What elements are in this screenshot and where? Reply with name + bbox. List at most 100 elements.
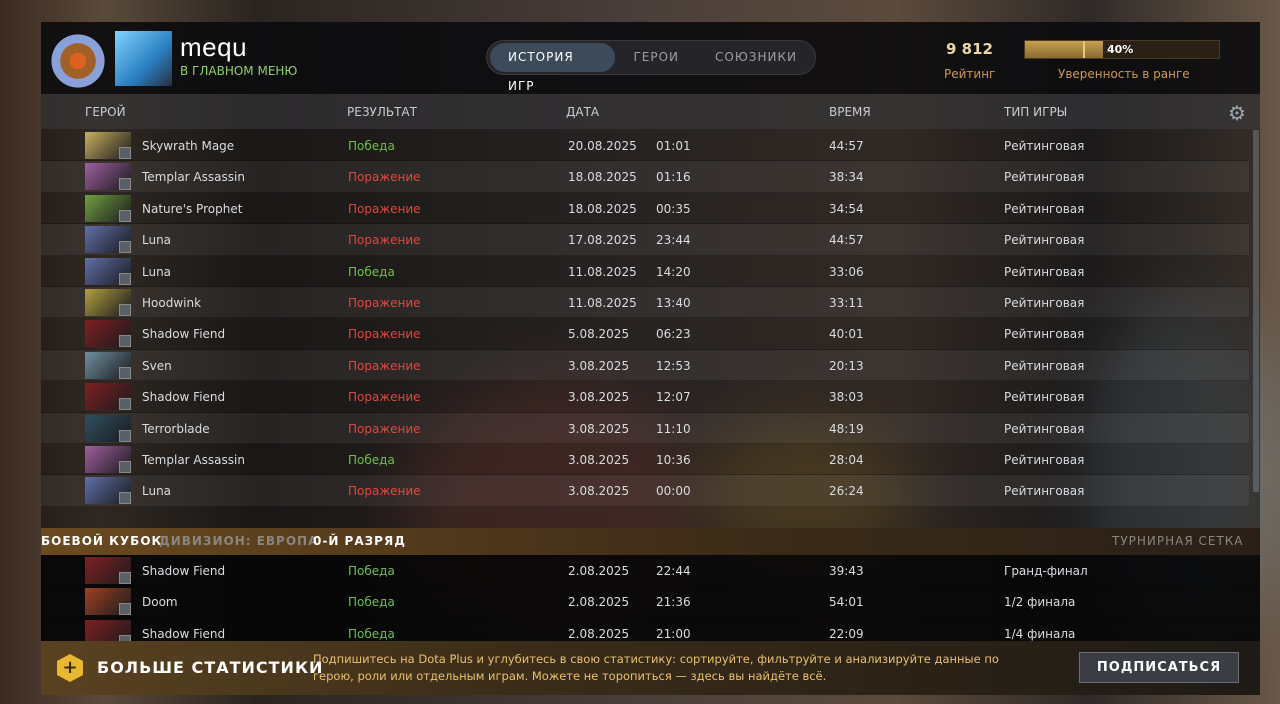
hero-name: Luna [142,233,172,248]
match-row[interactable]: Shadow Fiend Поражение 3.08.2025 12:07 3… [41,381,1249,413]
match-duration: 33:11 [829,295,864,310]
col-result[interactable]: РЕЗУЛЬТАТ [347,105,417,119]
game-type: Рейтинговая [1004,484,1085,499]
hero-portrait-icon [85,557,131,584]
hero-name: Luna [142,484,172,499]
role-badge-icon [119,429,131,442]
match-date: 3.08.2025 [568,484,630,499]
match-result: Поражение [348,484,421,499]
match-duration: 44:57 [829,139,864,153]
hero-name: Sven [142,358,172,373]
game-type: Рейтинговая [1004,358,1085,373]
subscribe-button[interactable]: ПОДПИСАТЬСЯ [1079,652,1239,683]
match-duration: 28:04 [829,452,864,467]
game-type: Рейтинговая [1004,264,1085,279]
match-duration: 38:03 [829,390,864,405]
match-result: Поражение [348,390,421,405]
role-badge-icon [119,492,131,505]
match-row[interactable]: Shadow Fiend Победа 2.08.2025 21:00 22:0… [41,618,1260,641]
bracket-link[interactable]: ТУРНИРНАЯ СЕТКА [1112,534,1244,548]
hero-portrait-icon [85,619,131,641]
match-date: 20.08.2025 [568,139,637,153]
role-badge-icon [119,241,131,254]
rank-medal-icon [49,28,107,88]
hero-portrait-icon [85,163,131,191]
match-date: 2.08.2025 [568,564,630,578]
hero-name: Skywrath Mage [142,139,235,153]
match-date: 5.08.2025 [568,327,630,342]
role-badge-icon [119,147,131,159]
match-time: 12:53 [656,358,691,373]
match-duration: 44:57 [829,233,864,248]
player-name: mequ [180,32,248,62]
tab-heroes[interactable]: ГЕРОИ [633,50,680,64]
hero-portrait-icon [85,588,131,616]
dota-plus-icon: + [57,654,83,682]
match-time: 22:44 [656,564,691,578]
match-row[interactable]: Hoodwink Поражение 11.08.2025 13:40 33:1… [41,286,1249,319]
cup-division: ДИВИЗИОН: ЕВРОПА [159,534,319,548]
match-row[interactable]: Sven Поражение 3.08.2025 12:53 20:13 Рей… [41,349,1249,382]
tab-allies[interactable]: СОЮЗНИКИ [715,50,797,64]
role-badge-icon [119,634,131,641]
match-row[interactable]: Doom Победа 2.08.2025 21:36 54:01 1/2 фи… [41,586,1260,618]
match-result: Победа [348,452,395,467]
match-date: 2.08.2025 [568,626,630,641]
hero-name: Shadow Fiend [142,564,226,578]
hero-portrait-icon [85,445,131,473]
hero-name: Shadow Fiend [142,327,226,342]
match-date: 3.08.2025 [568,421,630,436]
role-badge-icon [119,603,131,616]
game-type: Рейтинговая [1004,201,1085,216]
gear-icon[interactable]: ⚙ [1228,101,1246,125]
game-type: Рейтинговая [1004,139,1085,153]
game-type: Рейтинговая [1004,327,1085,342]
role-badge-icon [119,272,131,285]
match-row[interactable]: Templar Assassin Поражение 18.08.2025 01… [41,161,1249,193]
match-result: Поражение [348,233,421,248]
match-row[interactable]: Shadow Fiend Поражение 5.08.2025 06:23 4… [41,318,1249,350]
col-hero[interactable]: ГЕРОЙ [85,105,126,119]
game-type: Рейтинговая [1004,170,1085,185]
battle-cup-header: БОЕВОЙ КУБОК ДИВИЗИОН: ЕВРОПА 0-Й РАЗРЯД… [41,528,1260,555]
match-duration: 34:54 [829,201,864,216]
hero-portrait-icon [85,477,131,505]
cup-tier: 0-Й РАЗРЯД [313,534,406,548]
match-date: 17.08.2025 [568,233,637,248]
avatar[interactable] [115,31,172,86]
match-duration: 22:09 [829,626,864,641]
role-badge-icon [119,366,131,379]
col-date[interactable]: ДАТА [566,105,600,119]
col-duration[interactable]: ВРЕМЯ [829,105,871,119]
match-duration: 38:34 [829,170,864,185]
hero-name: Templar Assassin [142,452,245,467]
tab-match-history[interactable]: ИСТОРИЯ ИГР [490,43,616,93]
match-row[interactable]: Templar Assassin Победа 3.08.2025 10:36 … [41,444,1249,476]
match-row[interactable]: Luna Поражение 17.08.2025 23:44 44:57 Ре… [41,224,1249,256]
match-time: 12:07 [656,390,691,405]
col-type[interactable]: ТИП ИГРЫ [1004,105,1068,119]
match-row[interactable]: Shadow Fiend Победа 2.08.2025 22:44 39:4… [41,555,1260,587]
match-row[interactable]: Nature's Prophet Поражение 18.08.2025 00… [41,193,1249,225]
match-duration: 48:19 [829,421,864,436]
match-time: 01:01 [656,139,691,153]
cup-match-list: Shadow Fiend Победа 2.08.2025 22:44 39:4… [41,555,1260,641]
match-result: Поражение [348,421,421,436]
match-row[interactable]: Skywrath Mage Победа 20.08.2025 01:01 44… [41,130,1249,162]
match-date: 11.08.2025 [568,295,637,310]
game-type: 1/2 финала [1004,595,1076,610]
match-row[interactable]: Terrorblade Поражение 3.08.2025 11:10 48… [41,412,1249,444]
confidence-label: Уверенность в ранге [1058,67,1190,81]
match-result: Поражение [348,201,421,216]
role-badge-icon [119,178,131,191]
match-result: Победа [348,626,395,641]
match-row[interactable]: Luna Победа 11.08.2025 14:20 33:06 Рейти… [41,256,1249,287]
match-row[interactable]: Luna Поражение 3.08.2025 00:00 26:24 Рей… [41,475,1249,507]
hero-name: Terrorblade [142,421,210,436]
scrollbar[interactable] [1253,130,1259,492]
match-date: 11.08.2025 [568,264,637,279]
match-history-panel: mequ В ГЛАВНОМ МЕНЮ ИСТОРИЯ ИГР ГЕРОИ СО… [41,22,1260,695]
hero-name: Hoodwink [142,295,202,310]
game-type: Рейтинговая [1004,390,1085,405]
cup-title: БОЕВОЙ КУБОК [41,534,163,548]
